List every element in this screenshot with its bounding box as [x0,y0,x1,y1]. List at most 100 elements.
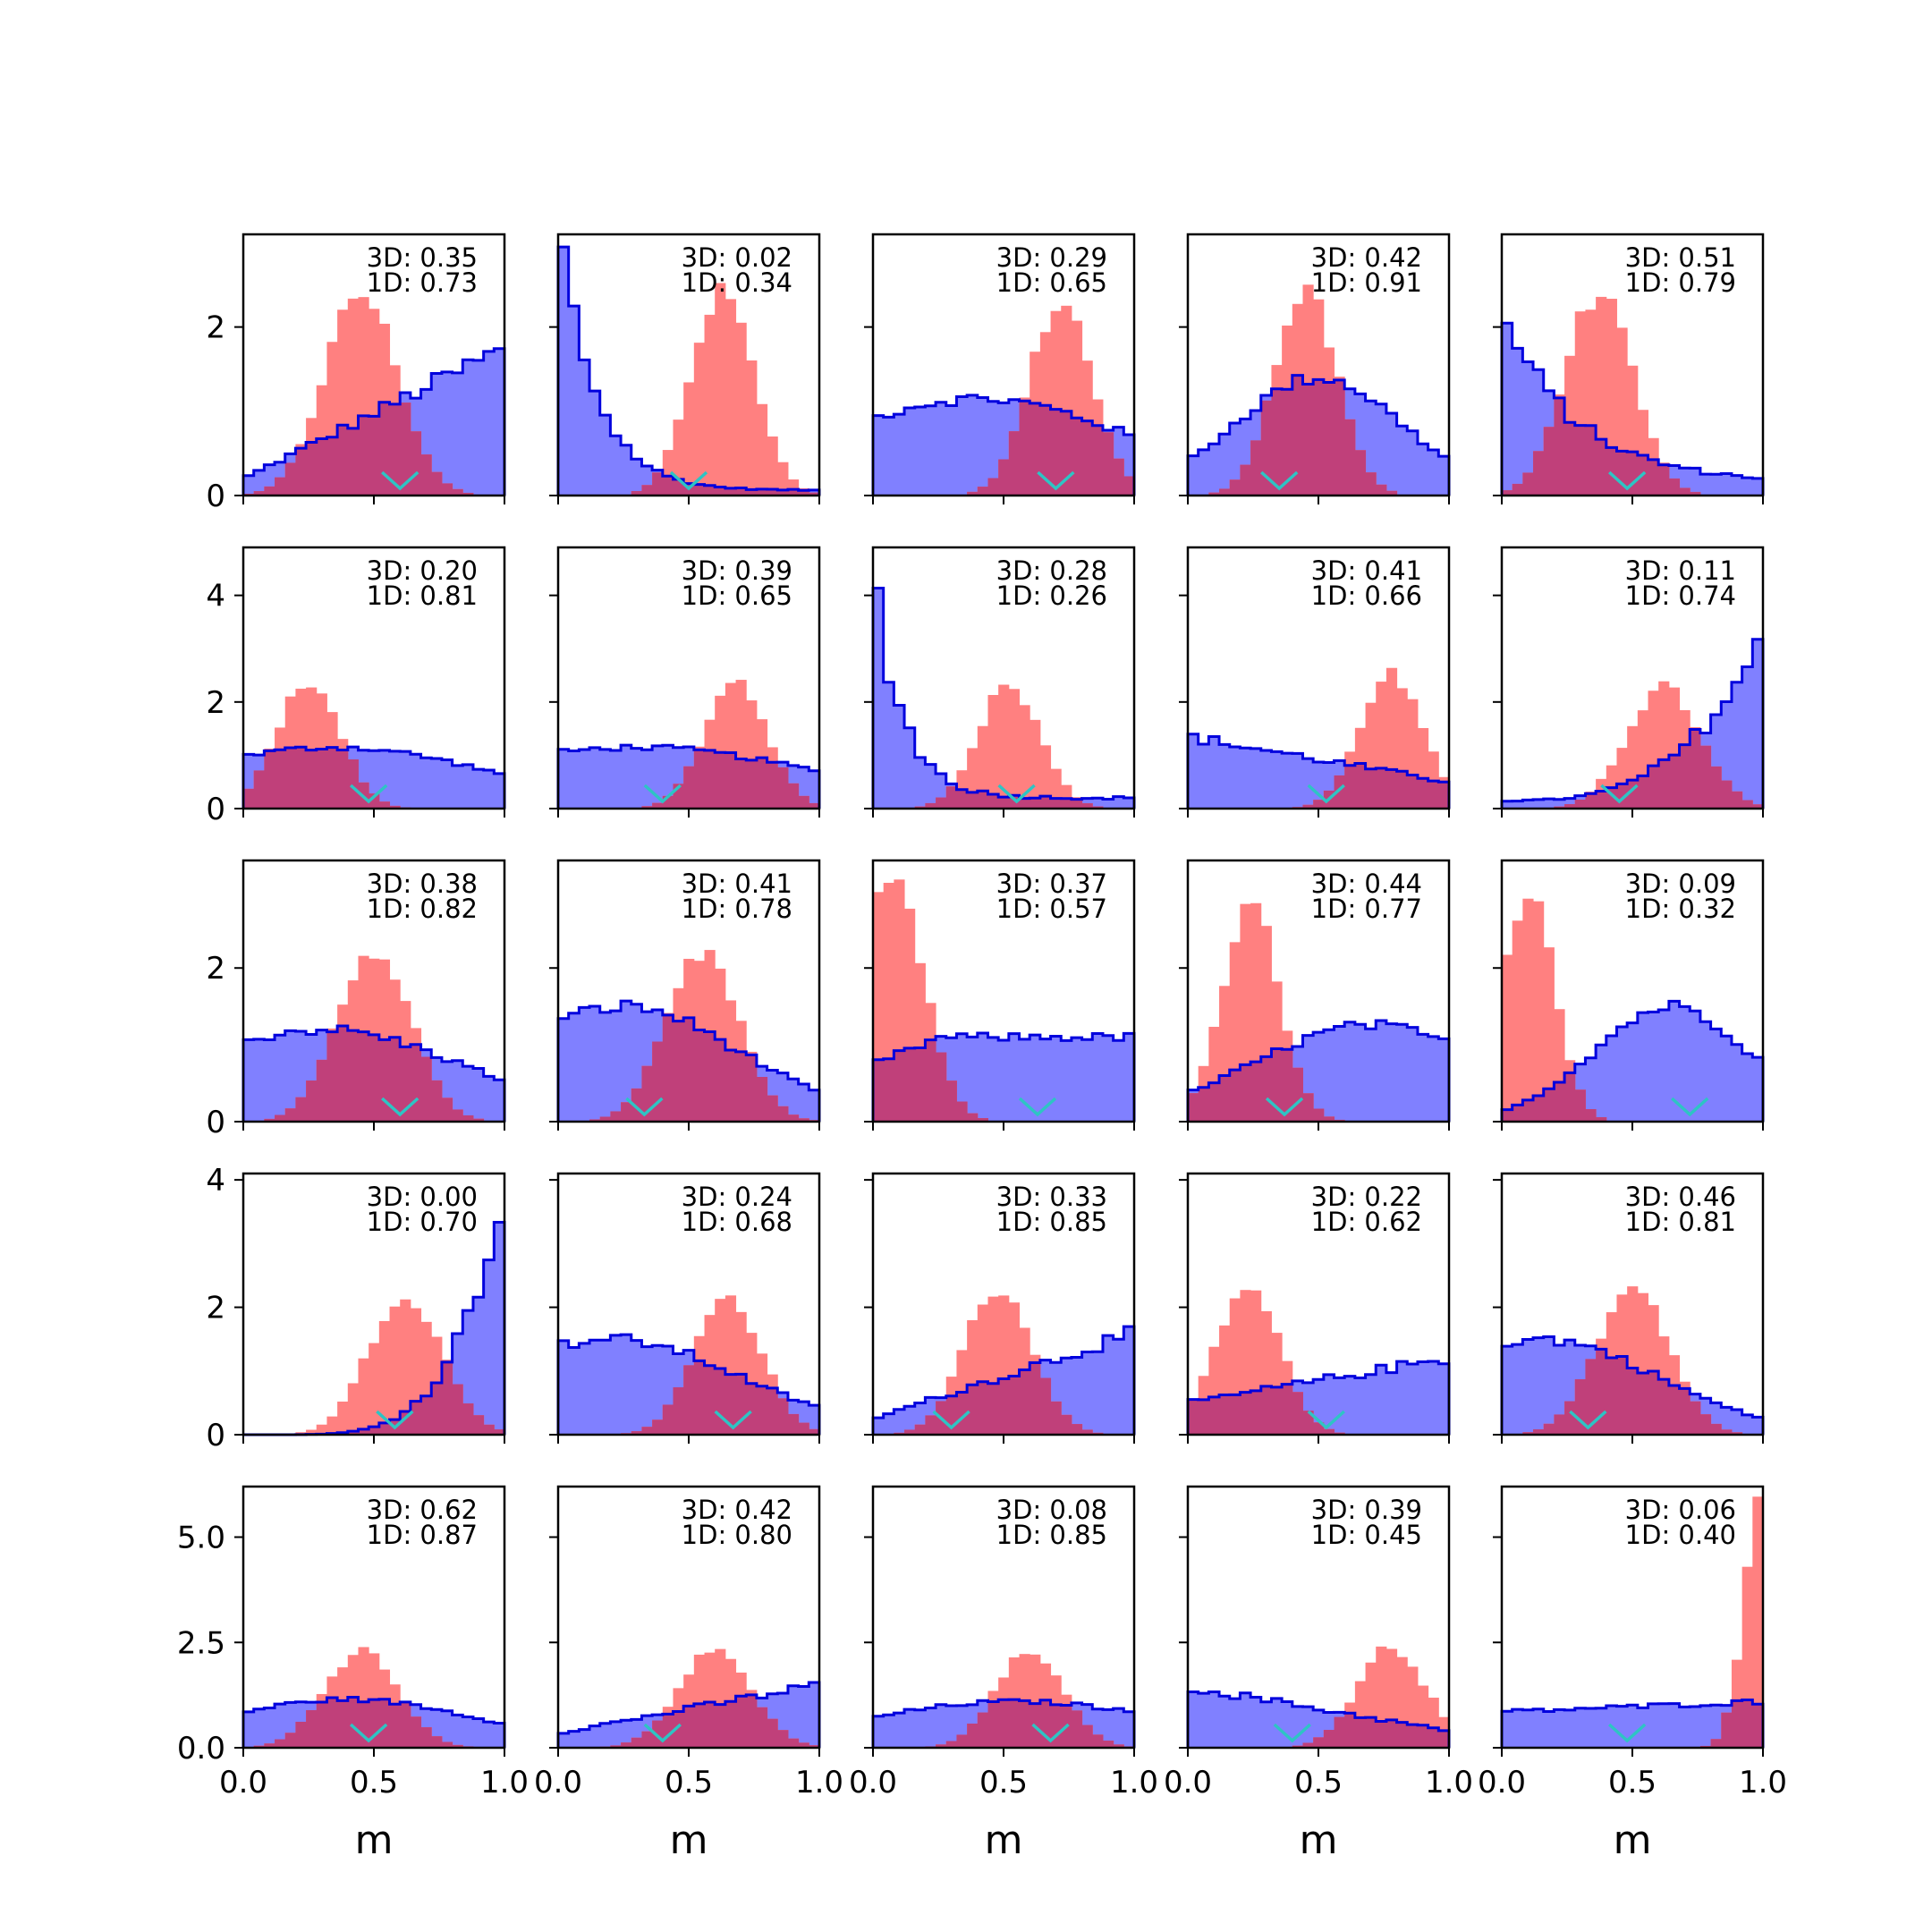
overlap-bar [631,1431,642,1435]
overlap-bar [1019,1369,1030,1435]
blue-bar [1365,1029,1377,1122]
overlap-bar [1188,1399,1199,1435]
overlap-bar [1019,1700,1030,1748]
overlap-bar [1123,476,1135,496]
x-tick-label: 1.0 [1425,1765,1473,1801]
blue-bar [809,1089,820,1122]
blue-bar [1313,1032,1325,1122]
blue-bar [1627,1705,1639,1748]
blue-bar [1208,1691,1220,1748]
blue-bar [621,1335,632,1435]
annotation-1d: 1D: 0.91 [1311,267,1422,298]
overlap-bar [389,403,401,496]
overlap-bar [967,1723,979,1748]
annotation-1d: 1D: 0.74 [1625,580,1736,611]
overlap-bar [284,462,296,496]
overlap-bar [306,442,318,496]
overlap-bar [441,1741,453,1748]
overlap-bar [787,1738,800,1748]
blue-bar [610,436,622,496]
overlap-bar [1596,439,1607,496]
blue-bar [1229,422,1241,496]
y-tick-label: 2.5 [177,1625,225,1661]
y-tick-label: 0 [206,479,225,514]
overlap-bar [1417,1724,1429,1748]
overlap-bar [967,1385,979,1435]
blue-bar [558,1733,570,1748]
annotation-1d: 1D: 0.78 [682,894,792,924]
overlap-bar [998,1699,1010,1748]
overlap-bar [1365,1717,1377,1748]
overlap-bar [1407,1724,1419,1748]
overlap-bar [1741,1699,1753,1748]
overlap-bar [1574,1089,1586,1122]
overlap-bar [1554,1414,1565,1435]
blue-bar [1721,473,1733,496]
overlap-bar [1658,759,1670,809]
blue-bar [1543,1711,1555,1748]
overlap-bar [1282,1049,1293,1122]
blue-step-line [556,743,821,809]
overlap-bar [715,752,726,809]
overlap-bar [316,1701,327,1748]
overlap-bar [378,1039,391,1122]
overlap-bar [1039,796,1052,809]
overlap-bar [410,431,422,496]
overlap-bar [767,1387,778,1435]
blue-bar [483,770,495,809]
overlap-bar [1721,1429,1733,1435]
blue-bar [568,306,580,496]
annotation-3d: 3D: 0.00 [367,1182,478,1212]
annotation-3d: 3D: 0.11 [1625,555,1736,586]
blue-bar [1731,475,1743,496]
blue-bar [1198,449,1209,496]
overlap-bar [462,492,474,496]
overlap-bar [326,436,338,496]
overlap-bar [673,1711,684,1748]
y-tick-label: 2 [206,310,225,346]
marker-chevron [1600,784,1639,804]
overlap-bar [1376,1721,1387,1748]
blue-bar [1679,1707,1690,1748]
overlap-bar [641,485,653,496]
overlap-bar [777,489,789,496]
overlap-bar [599,1116,611,1122]
x-tick-label: 0.5 [979,1765,1028,1801]
overlap-bar [1512,483,1523,496]
overlap-bar [787,783,800,809]
blue-bar [1344,1376,1356,1435]
annotation-3d: 3D: 0.02 [682,242,792,273]
blue-bar [1113,1339,1124,1435]
overlap-bar [1323,1428,1335,1435]
blue-bar [1428,1036,1439,1122]
overlap-bar [1188,1093,1199,1122]
overlap-bar [704,1365,716,1435]
blue-bar [1219,434,1231,496]
overlap-bar [326,1031,338,1122]
red-bar [337,1401,349,1435]
x-tick-label: 0.0 [849,1765,897,1801]
blue-bar [558,1018,570,1122]
overlap-bar [410,1716,422,1748]
overlap-bar [452,1384,463,1435]
blue-bar [967,394,979,496]
blue-bar [1752,478,1764,496]
blue-bar [1502,1346,1513,1435]
overlap-bar [998,1378,1010,1435]
blue-bar [1731,1044,1743,1122]
blue-bar [945,405,957,496]
overlap-bar [1071,1710,1083,1748]
x-axis-label: m [1614,1818,1652,1863]
overlap-bar [1385,490,1398,496]
overlap-bar [1731,791,1743,809]
overlap-bar [483,1424,495,1435]
overlap-bar [264,1118,275,1122]
annotation-1d: 1D: 0.57 [996,894,1107,924]
annotation-1d: 1D: 0.40 [1625,1520,1736,1550]
blue-bar [1396,1361,1408,1435]
blue-bar [243,1711,255,1748]
